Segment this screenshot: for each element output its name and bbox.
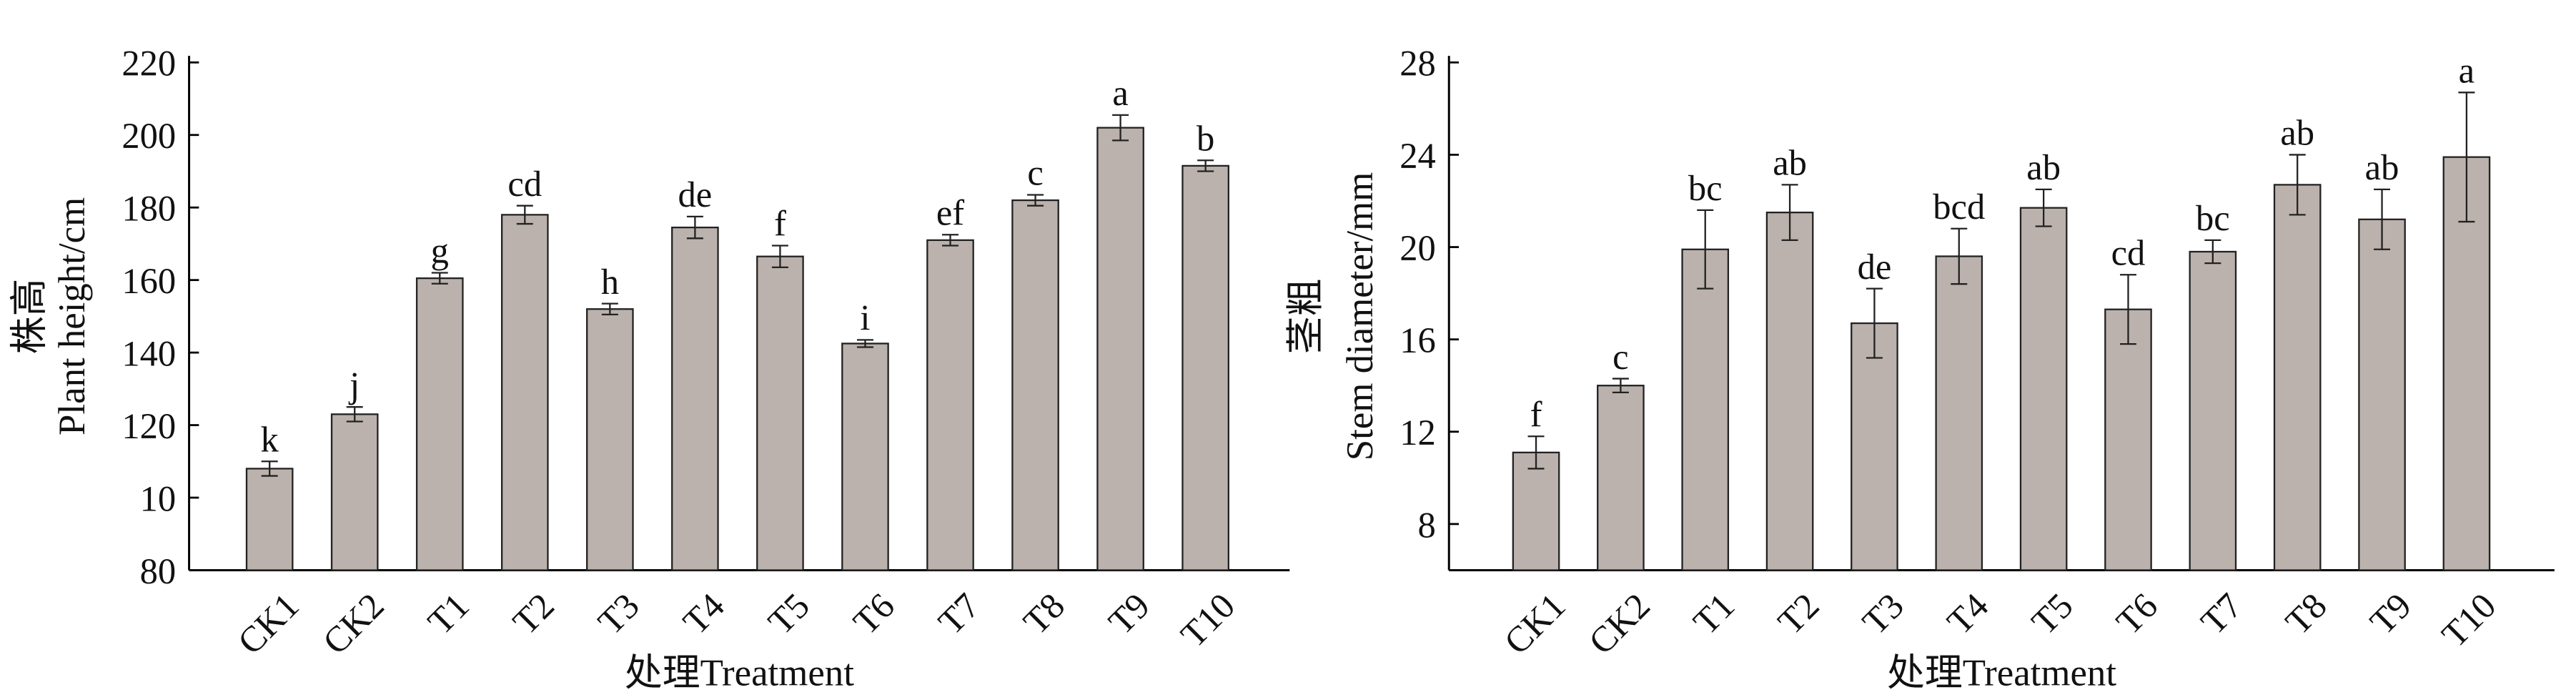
- significance-letter: bc: [1688, 168, 1723, 208]
- significance-letter: ab: [2026, 147, 2061, 187]
- significance-letter: f: [774, 204, 786, 244]
- bar: [1681, 248, 1730, 571]
- y-tick-label: 10: [140, 478, 177, 518]
- bar: [1011, 199, 1059, 571]
- x-tick-label: T3: [590, 586, 647, 642]
- y-axis-label: 株高: [9, 279, 50, 355]
- x-tick-label: T1: [1685, 586, 1742, 642]
- y-tick-label: 140: [122, 333, 176, 373]
- significance-letter: cd: [507, 164, 542, 204]
- y-tick-label: 20: [1400, 228, 1436, 268]
- y-axis-label: Stem diameter/mm: [1339, 172, 1381, 461]
- y-tick-label: 180: [122, 189, 176, 229]
- bar: [926, 239, 974, 571]
- x-tick-label: CK1: [230, 586, 307, 662]
- y-axis-label: 茎粗: [1285, 279, 1327, 355]
- significance-letter: ab: [1773, 143, 1807, 183]
- x-axis-label: 处理Treatment: [625, 652, 854, 694]
- y-tick-label: 80: [140, 551, 177, 591]
- significance-letter: ef: [936, 192, 964, 232]
- significance-letter: ab: [2280, 113, 2314, 153]
- bar: [2442, 156, 2491, 571]
- x-tick-label: T9: [1101, 586, 1157, 642]
- x-axis-label: 处理Treatment: [1887, 652, 2116, 694]
- bar: [2104, 308, 2152, 571]
- x-tick-label: CK1: [1497, 586, 1573, 662]
- y-tick-label: 12: [1400, 413, 1436, 453]
- bar: [1597, 385, 1645, 571]
- x-tick-label: T1: [420, 586, 477, 642]
- y-tick-label: 200: [122, 116, 176, 156]
- bar: [586, 308, 634, 571]
- y-tick-label: 8: [1418, 505, 1436, 545]
- bar: [671, 226, 719, 571]
- x-tick-label: T5: [761, 586, 817, 642]
- x-tick-label: T5: [2023, 586, 2080, 642]
- x-tick-label: T8: [2278, 586, 2334, 642]
- x-tick-label: T3: [1855, 586, 1911, 642]
- significance-letter: a: [2459, 51, 2475, 91]
- y-tick-label: 160: [122, 261, 176, 301]
- y-tick-label: 28: [1400, 44, 1436, 84]
- significance-letter: c: [1027, 153, 1043, 193]
- bar: [1096, 127, 1144, 571]
- bar: [2019, 207, 2068, 571]
- y-tick-label: 24: [1400, 136, 1436, 176]
- y-axis-label: Plant height/cm: [51, 197, 93, 435]
- x-tick-label: T7: [2193, 586, 2249, 642]
- x-tick-label: T4: [675, 586, 732, 642]
- significance-letter: b: [1197, 118, 1214, 158]
- significance-letter: g: [431, 231, 449, 271]
- x-tick-label: T9: [2362, 586, 2419, 642]
- bar: [245, 468, 294, 571]
- bar: [500, 214, 549, 571]
- bar: [1851, 322, 1898, 571]
- x-tick-label: T2: [505, 586, 562, 642]
- x-tick-label: T2: [1770, 586, 1826, 642]
- significance-letter: bcd: [1933, 187, 1985, 227]
- x-tick-label: T8: [1016, 586, 1072, 642]
- significance-letter: f: [1530, 394, 1542, 434]
- significance-letter: j: [348, 365, 360, 405]
- significance-letter: k: [261, 419, 279, 459]
- significance-letter: a: [1112, 73, 1128, 113]
- bar: [415, 277, 464, 571]
- significance-letter: c: [1613, 337, 1628, 377]
- bar: [2273, 184, 2322, 571]
- x-tick-label: T10: [1173, 586, 1242, 655]
- bar: [1765, 211, 1814, 571]
- x-tick-label: CK2: [315, 586, 392, 662]
- bar: [330, 413, 379, 571]
- y-tick-label: 120: [122, 406, 176, 446]
- significance-letter: bc: [2196, 198, 2230, 238]
- y-tick-label: 220: [122, 44, 176, 84]
- bar: [2189, 250, 2237, 571]
- bar: [841, 342, 889, 571]
- significance-letter: de: [1858, 247, 1892, 287]
- significance-letter: h: [601, 262, 619, 302]
- x-tick-label: T7: [931, 586, 987, 642]
- x-tick-label: T4: [1939, 586, 1996, 642]
- x-tick-label: T6: [846, 586, 902, 642]
- bar: [1512, 451, 1560, 571]
- x-tick-label: T6: [2109, 586, 2165, 642]
- significance-letter: de: [678, 174, 713, 215]
- significance-letter: cd: [2111, 232, 2146, 272]
- significance-letter: ab: [2365, 147, 2399, 187]
- bar: [1935, 255, 1983, 571]
- x-tick-label: CK2: [1581, 586, 1658, 662]
- bar: [2358, 218, 2406, 571]
- significance-letter: i: [860, 298, 870, 338]
- x-tick-label: T10: [2434, 586, 2503, 655]
- bar: [1182, 164, 1229, 571]
- y-tick-label: 16: [1400, 320, 1436, 360]
- bar: [756, 255, 804, 571]
